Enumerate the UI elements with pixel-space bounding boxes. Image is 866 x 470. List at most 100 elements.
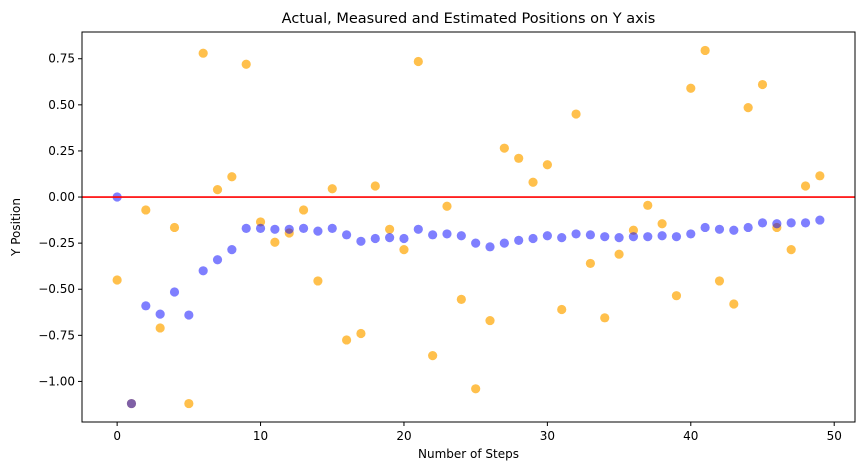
y-tick-label: 0.00 — [48, 190, 75, 204]
y-tick-label: 0.50 — [48, 98, 75, 112]
measured-point — [671, 291, 682, 301]
estimated-point — [428, 230, 438, 240]
estimated-point — [628, 232, 639, 242]
measured-point — [485, 315, 495, 326]
measured-point — [270, 237, 280, 247]
x-tick-label: 10 — [253, 429, 268, 443]
measured-point — [428, 351, 438, 361]
measured-point — [700, 45, 710, 56]
estimated-point — [284, 224, 294, 234]
measured-point — [212, 185, 223, 195]
estimated-point — [255, 223, 266, 233]
estimated-point — [456, 231, 466, 241]
x-axis-label: Number of Steps — [418, 447, 519, 461]
y-tick-label: −0.75 — [38, 328, 75, 342]
measured-point — [729, 299, 739, 309]
y-axis-ticks: −1.00 −0.75 −0.50 −0.25 0.00 0.25 0.50 0.75 — [38, 52, 82, 388]
measured-point — [499, 143, 509, 153]
y-tick-label: −1.00 — [38, 374, 75, 388]
estimated-point — [714, 224, 725, 234]
estimated-point — [585, 230, 596, 240]
x-tick-label: 30 — [540, 429, 555, 443]
estimated-point — [198, 266, 208, 276]
x-tick-label: 50 — [827, 429, 842, 443]
y-tick-label: −0.50 — [38, 282, 75, 296]
estimated-point — [212, 255, 223, 265]
measured-point — [413, 56, 423, 67]
estimated-point — [298, 223, 309, 233]
estimated-point — [169, 287, 180, 297]
estimated-point — [270, 224, 280, 234]
measured-point — [313, 276, 323, 286]
measured-point — [169, 222, 180, 233]
measured-point — [657, 219, 667, 229]
y-tick-label: −0.25 — [38, 236, 75, 250]
plot-frame — [81, 31, 856, 423]
estimated-point — [514, 235, 524, 245]
measured-point — [643, 200, 653, 210]
measured-point — [743, 103, 753, 113]
estimated-point — [413, 224, 423, 234]
estimated-point — [227, 244, 237, 255]
measured-point — [714, 276, 725, 286]
estimated-point — [184, 310, 194, 320]
x-tick-label: 0 — [113, 429, 121, 443]
measured-point — [298, 205, 309, 215]
measured-point — [557, 304, 567, 315]
estimated-point — [729, 225, 739, 235]
estimated-point — [815, 215, 825, 225]
estimated-point — [485, 242, 495, 252]
measured-point — [528, 177, 538, 187]
estimated-point — [800, 218, 811, 228]
estimated-point — [772, 219, 782, 229]
estimated-point — [571, 229, 581, 239]
estimated-point — [743, 222, 753, 233]
estimated-point — [141, 301, 151, 311]
estimated-point — [643, 232, 653, 242]
measured-point — [385, 224, 395, 234]
measured-point — [628, 225, 639, 235]
measured-point — [571, 109, 581, 119]
estimated-point — [356, 236, 366, 246]
measured-point — [600, 313, 610, 323]
x-tick-label: 40 — [683, 429, 698, 443]
estimated-point — [155, 309, 165, 319]
measured-point — [356, 328, 366, 339]
estimated-point — [341, 230, 352, 240]
measured-point — [370, 181, 380, 191]
measured-point — [399, 244, 409, 255]
estimated-point — [657, 231, 667, 241]
measured-point — [241, 59, 251, 69]
measured-point — [341, 335, 352, 345]
estimated-point — [757, 218, 768, 228]
estimated-point — [471, 238, 481, 248]
measured-point — [786, 244, 796, 255]
x-axis-ticks: 0 10 20 30 40 50 — [113, 422, 842, 443]
estimated-series — [112, 192, 825, 409]
plot-points — [112, 45, 825, 409]
estimated-point — [442, 229, 452, 239]
estimated-point — [499, 238, 509, 248]
estimated-point — [528, 233, 538, 244]
estimated-point — [686, 229, 696, 239]
measured-point — [198, 48, 208, 58]
estimated-point — [399, 233, 409, 244]
estimated-point — [786, 218, 796, 228]
estimated-point — [370, 233, 380, 244]
measured-point — [815, 171, 825, 181]
measured-series — [112, 45, 825, 409]
measured-point — [255, 217, 266, 227]
measured-point — [514, 153, 524, 163]
estimated-point — [700, 222, 710, 233]
chart-title: Actual, Measured and Estimated Positions… — [282, 11, 656, 27]
measured-point — [585, 258, 596, 269]
y-tick-label: 0.25 — [48, 144, 75, 158]
estimated-point — [614, 233, 624, 243]
estimated-point — [385, 233, 395, 243]
measured-point — [112, 275, 122, 285]
estimated-point — [600, 232, 610, 242]
y-axis-label: Y Position — [9, 198, 23, 257]
measured-point — [686, 83, 696, 93]
